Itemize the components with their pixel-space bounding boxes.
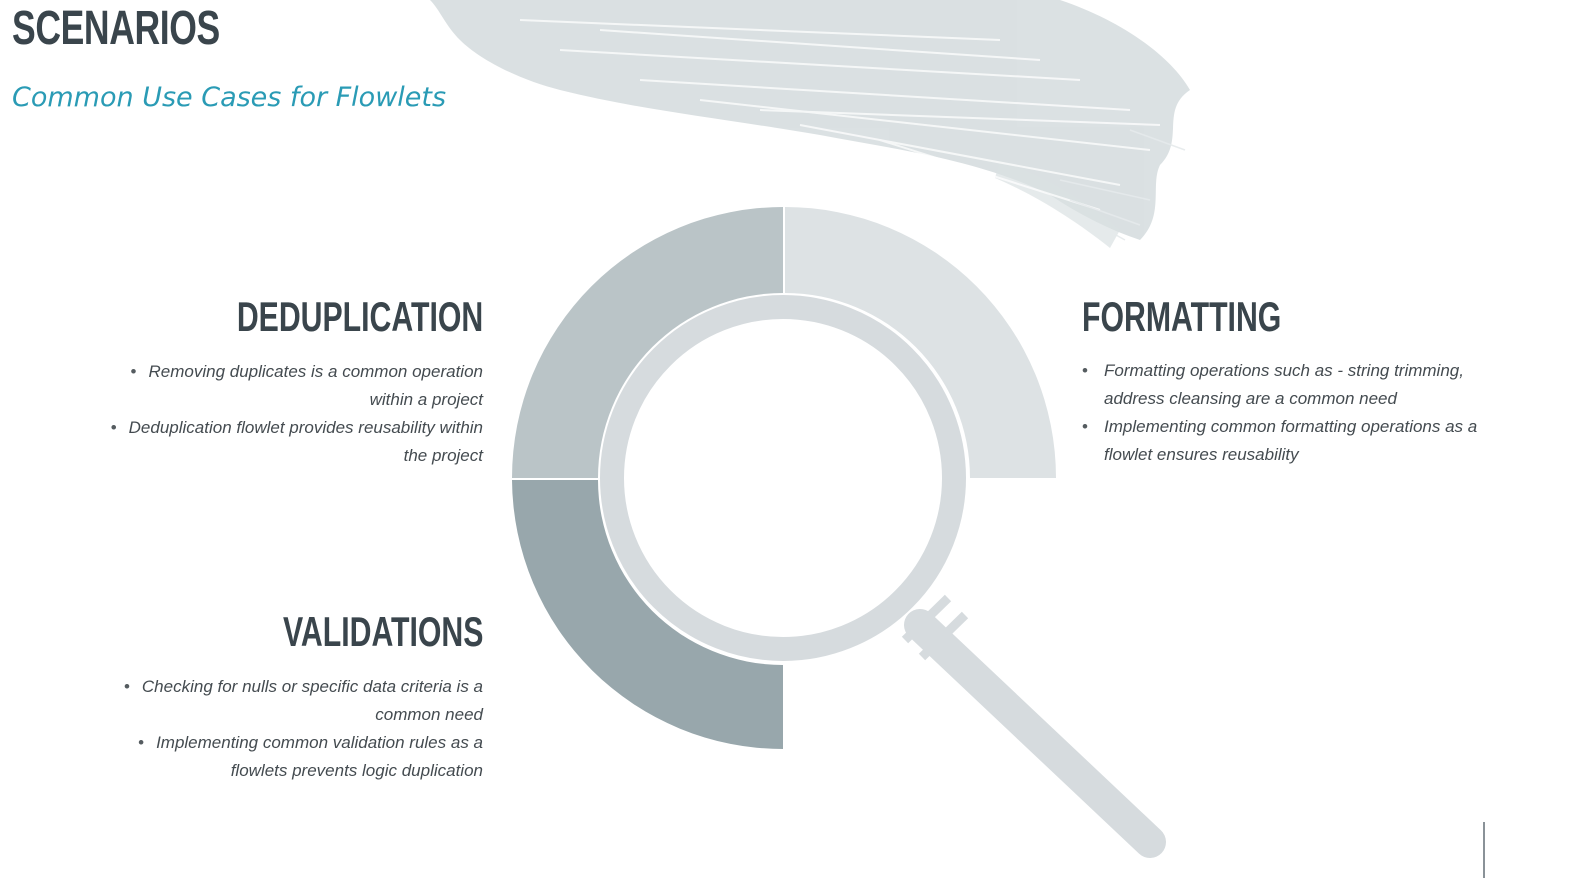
deduplication-bullet: Removing duplicates is a common operatio…	[63, 358, 483, 414]
segment-validations	[512, 480, 783, 749]
formatting-bullet: Formatting operations such as - string t…	[1082, 357, 1522, 413]
deduplication-bullet: Deduplication flowlet provides reusabili…	[63, 414, 483, 470]
validations-bullet: Implementing common validation rules as …	[63, 729, 483, 785]
segment-deduplication	[512, 207, 783, 478]
page-subtitle: Common Use Cases for Flowlets	[12, 82, 447, 113]
page-title: SCENARIOS	[12, 2, 220, 55]
formatting-heading: FORMATTING	[1082, 293, 1282, 340]
magnifying-glass-icon	[600, 295, 1166, 858]
validations-bullets: Checking for nulls or specific data crit…	[63, 673, 483, 785]
formatting-bullet: Implementing common formatting operation…	[1082, 413, 1522, 469]
validations-heading: VALIDATIONS	[282, 608, 483, 655]
slide-corner-divider	[1483, 822, 1485, 878]
validations-bullet: Checking for nulls or specific data crit…	[63, 673, 483, 729]
deduplication-bullets: Removing duplicates is a common operatio…	[63, 358, 483, 470]
deduplication-heading: DEDUPLICATION	[236, 293, 483, 340]
formatting-bullets: Formatting operations such as - string t…	[1082, 357, 1522, 469]
segment-formatting	[785, 207, 1056, 478]
